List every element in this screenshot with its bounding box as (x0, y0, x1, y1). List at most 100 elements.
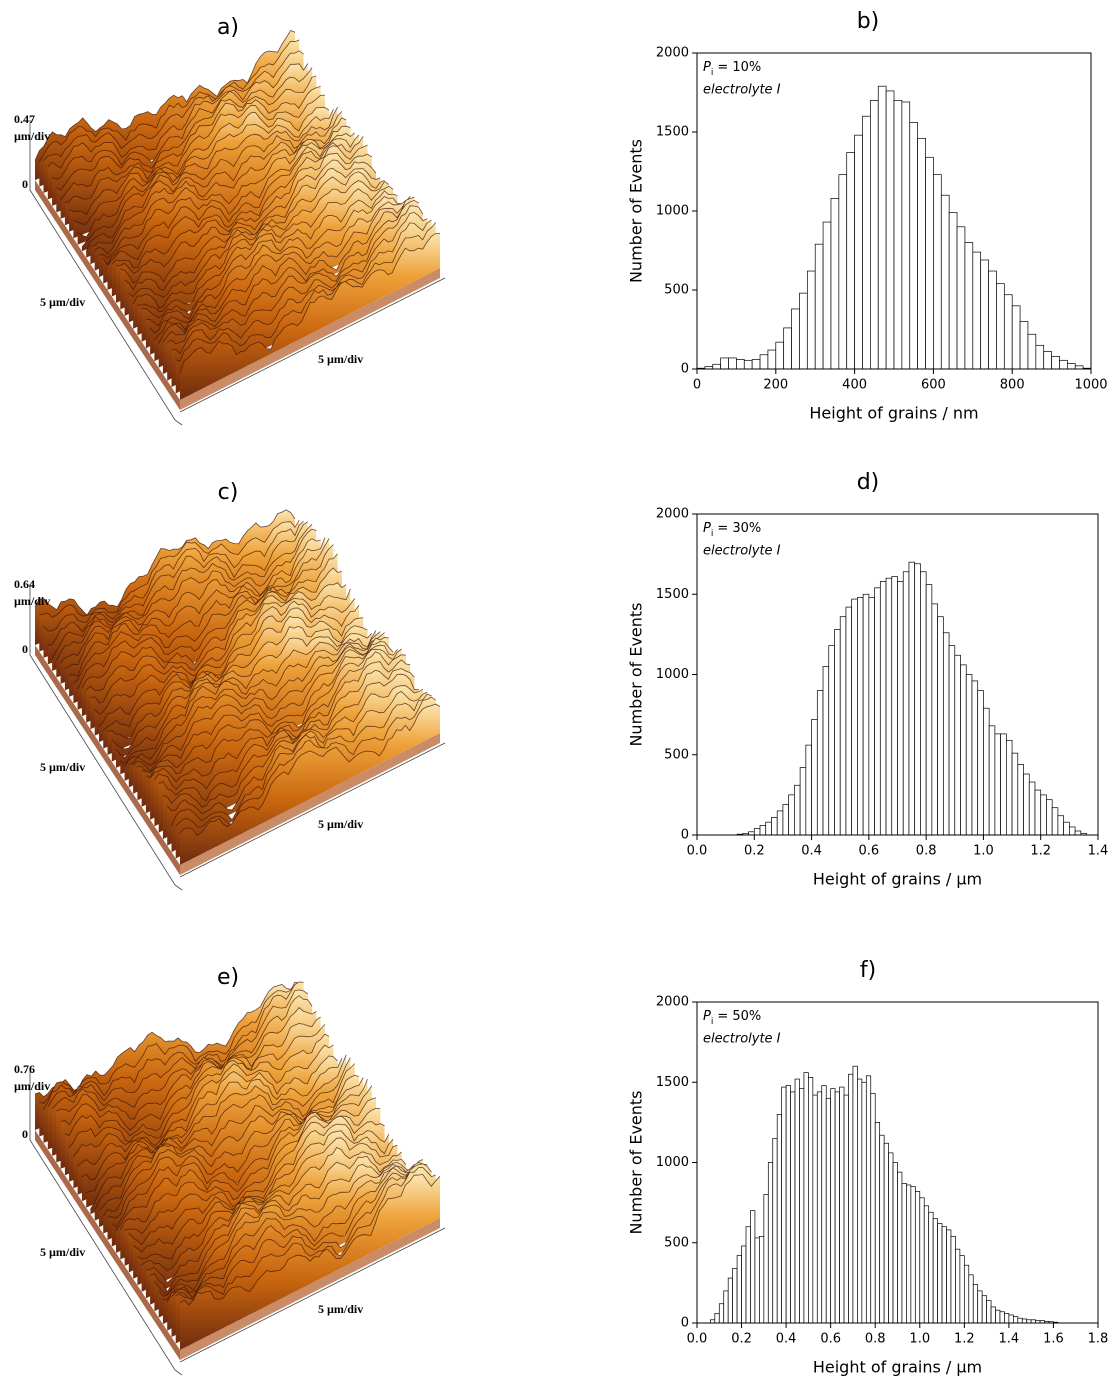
bar (1019, 321, 1029, 370)
afm-ridge (81, 1058, 343, 1181)
bar (822, 666, 830, 836)
y-tick-label: 2000 (656, 507, 689, 522)
afm-side (35, 180, 180, 410)
chart-title: f) (860, 958, 876, 983)
bar (862, 115, 871, 370)
bar (948, 212, 958, 370)
bar (759, 354, 769, 370)
afm-side (35, 645, 180, 875)
bar (803, 1072, 809, 1324)
x-tick-label: 0.6 (820, 1332, 841, 1347)
bar (1021, 1318, 1028, 1324)
afm-ridge (94, 1063, 355, 1211)
afm-ridge (162, 685, 424, 808)
afm-ridge (141, 648, 402, 774)
afm-ridge (111, 633, 373, 750)
y-tick-label: 1500 (656, 587, 689, 602)
afm-ridge (158, 199, 419, 344)
afm-ridge (60, 1016, 321, 1131)
bar (933, 174, 942, 370)
bar (937, 616, 944, 836)
y-tick-label: 2000 (656, 46, 689, 61)
afm-ridge (149, 1162, 411, 1293)
bar (1067, 363, 1076, 370)
y-tick-label: 1500 (656, 1075, 689, 1090)
bar (877, 85, 887, 370)
afm-ridge (158, 1162, 419, 1297)
afm-ridge (145, 200, 407, 327)
bar (883, 1142, 889, 1324)
afm-ridge (154, 1164, 415, 1297)
bar (754, 1237, 760, 1324)
bar (1017, 764, 1024, 836)
afm-ridge (69, 538, 330, 677)
bar (1008, 1314, 1014, 1324)
bar (968, 1274, 974, 1324)
annotation-value: = 30% (717, 521, 761, 536)
front-scale-label: 5 µm/div (318, 817, 363, 831)
afm-ridge (102, 1077, 364, 1217)
bar (838, 174, 848, 370)
afm-ridge (39, 519, 300, 618)
bar (776, 810, 784, 836)
bar (834, 1091, 840, 1324)
bar (897, 1171, 903, 1324)
annotation-note: electrolyte I (703, 1032, 781, 1047)
afm-panel: c) 0.64 µm/div 0 5 µm/div 5 µm/div (14, 480, 446, 891)
afm-ridge (94, 598, 356, 715)
afm-ridge (171, 1163, 432, 1300)
x-tick-label: 0.2 (744, 844, 765, 859)
afm-ridge (51, 995, 313, 1110)
afm-ridge (111, 152, 373, 269)
bar (879, 581, 887, 836)
x-tick-label: 200 (763, 378, 788, 393)
bar (956, 226, 966, 370)
bar (977, 690, 984, 836)
bar (783, 327, 792, 370)
bar (995, 1309, 1001, 1324)
bar (772, 1138, 778, 1324)
afm-ridge (115, 1097, 377, 1231)
afm-ridge (86, 1054, 347, 1194)
bar (799, 1088, 805, 1324)
afm-ridge (132, 185, 394, 309)
afm-ridge (60, 538, 321, 664)
bar (808, 1077, 814, 1324)
afm-surface (180, 1174, 440, 1350)
bar (983, 707, 990, 836)
afm-surface (180, 233, 440, 400)
chart-title: b) (857, 9, 880, 34)
z-unit-label: µm/div (14, 129, 50, 143)
bar (1051, 807, 1059, 836)
bar (811, 719, 818, 836)
x-tick-label: 1.4 (1088, 844, 1109, 859)
bar (852, 1065, 858, 1324)
bar (959, 1255, 965, 1324)
bar (788, 794, 795, 836)
afm-ridge (102, 616, 364, 732)
afm-ridge (64, 537, 326, 670)
afm-ridge (98, 134, 360, 259)
bar (830, 198, 840, 370)
z-zero-label: 0 (22, 1127, 28, 1141)
afm-ridge (85, 117, 347, 252)
bar (865, 1075, 872, 1324)
x-tick-label: 800 (1000, 378, 1025, 393)
bar (767, 349, 777, 370)
afm-ridge (51, 67, 313, 180)
afm-ridge (128, 1123, 390, 1246)
afm-ridge (167, 212, 428, 345)
bar (1028, 781, 1036, 836)
bar (893, 100, 903, 370)
bar (814, 243, 824, 370)
bar (870, 1093, 876, 1324)
bar (885, 577, 893, 836)
bar (830, 1088, 836, 1324)
afm-axis (29, 120, 183, 426)
afm-ridge (34, 509, 296, 616)
bar (925, 584, 933, 836)
afm-ridge (175, 1167, 436, 1301)
bar (1035, 344, 1045, 370)
y-tick-label: 0 (681, 362, 689, 377)
bar (870, 100, 879, 370)
